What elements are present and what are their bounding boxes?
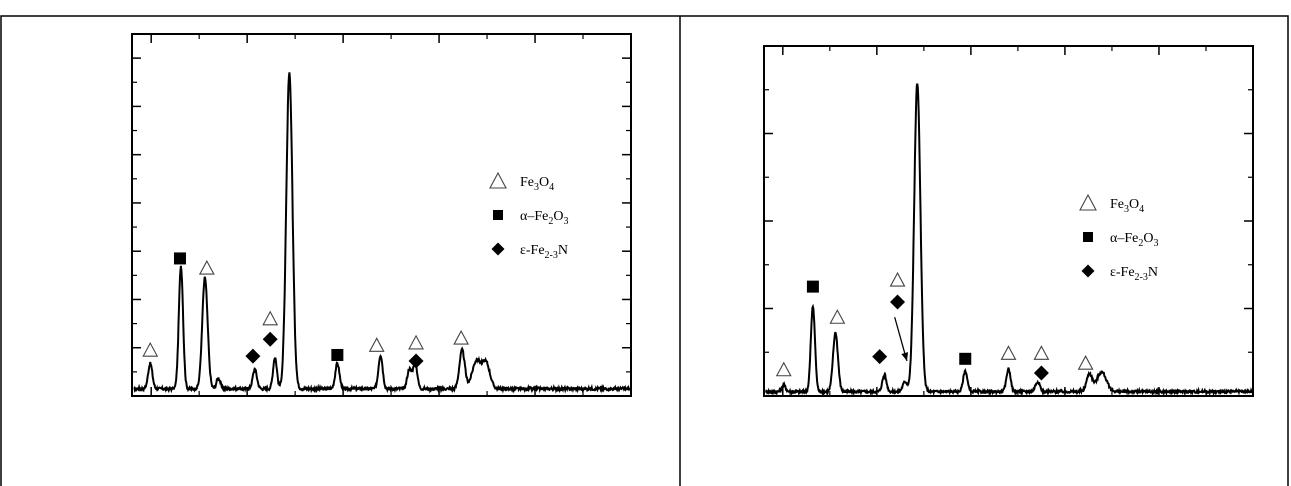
phase-marker-triangle-open (198, 259, 215, 275)
phase-marker-triangle-open (368, 337, 385, 352)
phase-marker-diamond (245, 348, 261, 364)
phase-marker-triangle-open (829, 309, 846, 324)
phase-marker-triangle-open (262, 310, 279, 326)
legend-marker-diamond (491, 242, 505, 256)
phase-marker-diamond (872, 349, 888, 365)
xrd-pattern-line (133, 72, 631, 394)
phase-marker-triangle-open (408, 334, 424, 350)
phase-marker-triangle-open (1000, 345, 1017, 360)
phase-marker-triangle-open (1033, 345, 1050, 360)
plot-frame (131, 33, 632, 397)
phase-marker-square (806, 280, 819, 293)
legend-marker-square (1083, 232, 1093, 242)
phase-marker-diamond (408, 353, 424, 369)
phase-marker-square (173, 252, 186, 265)
phase-marker-square (331, 348, 344, 361)
legend-label: Fe3O4 (1110, 197, 1144, 215)
phase-marker-diamond (890, 294, 906, 310)
phase-marker-triangle-open (142, 341, 159, 357)
phase-marker-triangle-open (453, 329, 470, 345)
xrd-pattern-line (764, 83, 1253, 397)
phase-marker-triangle-open (775, 361, 792, 377)
legend-label: Fe3O4 (520, 175, 554, 193)
chart-panel-2: Fe3O4 α–Fe2O3 ε-Fe2-3N (763, 45, 1254, 397)
legend-label: ε-Fe2-3N (520, 243, 568, 261)
legend-marker-triangle-open (1079, 193, 1097, 211)
phase-marker-triangle-open (1077, 355, 1094, 370)
phase-marker-triangle-open (889, 271, 906, 287)
legend-label: α–Fe2O3 (1110, 231, 1158, 249)
chart-panel-1: Fe3O4 α–Fe2O3 ε-Fe2-3N (131, 33, 632, 397)
legend-marker-triangle-open (489, 171, 507, 189)
phase-marker-square (959, 352, 972, 365)
legend-label: α–Fe2O3 (520, 209, 568, 227)
phase-marker-diamond (1033, 365, 1049, 381)
table-frame (0, 15, 1289, 486)
legend-marker-square (493, 210, 503, 220)
pointer-arrow-head (901, 352, 909, 361)
phase-marker-diamond (262, 331, 278, 347)
legend-marker-diamond (1081, 264, 1095, 278)
legend-label: ε-Fe2-3N (1110, 265, 1158, 283)
